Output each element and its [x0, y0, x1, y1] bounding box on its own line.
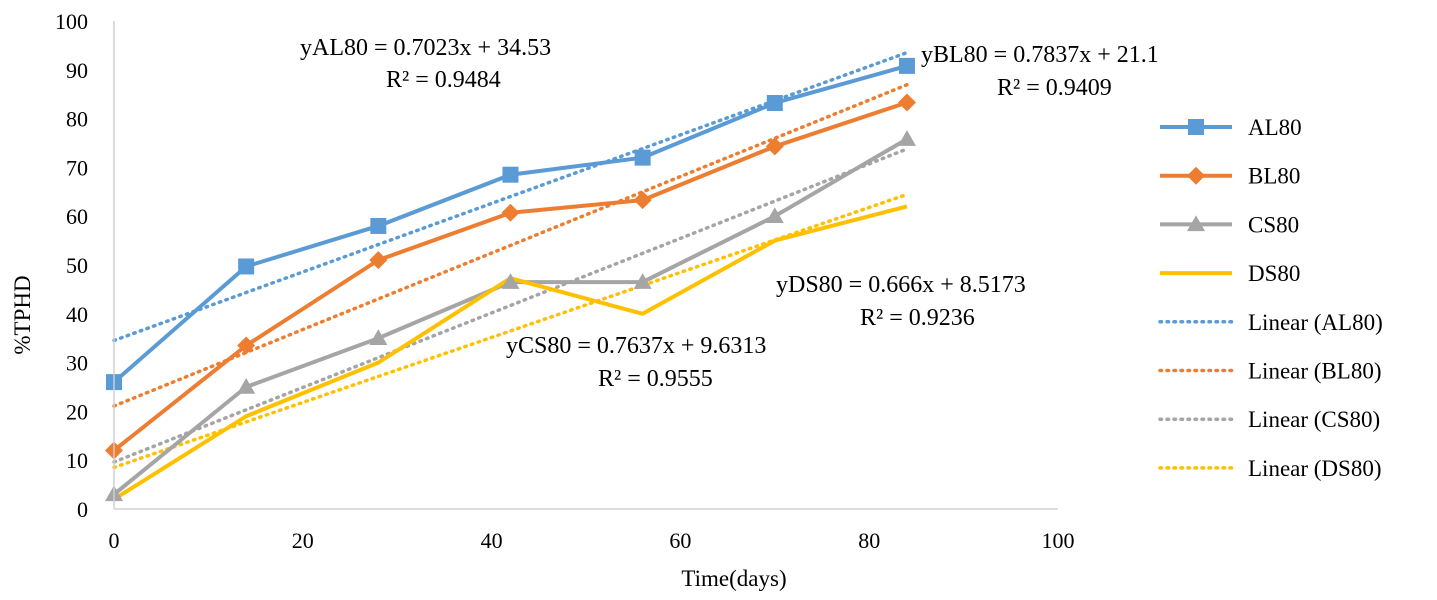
data-point-bl80	[501, 203, 520, 222]
legend-item-linear-ds80: Linear (DS80)	[1158, 456, 1382, 481]
legend-label: Linear (BL80)	[1248, 359, 1381, 384]
y-tick-label: 10	[66, 448, 88, 473]
data-point-cs80	[369, 329, 388, 345]
data-point-al80	[370, 217, 387, 234]
x-tick-label: 0	[109, 528, 120, 553]
x-axis-ticks: 0 20 40 60 80 100	[109, 528, 1075, 553]
y-tick-label: 70	[66, 155, 88, 180]
data-point-bl80	[237, 336, 256, 355]
x-tick-label: 40	[481, 528, 503, 553]
data-point-cs80	[765, 207, 784, 223]
legend-label: AL80	[1248, 115, 1302, 140]
legend-marker	[1187, 166, 1205, 185]
data-point-bl80	[765, 137, 784, 156]
y-tick-label: 100	[55, 9, 88, 34]
legend-item-linear-al80: Linear (AL80)	[1158, 310, 1383, 335]
y-axis-ticks: 0 10 20 30 40 50 60 70 80 90 100	[55, 9, 88, 522]
data-point-cs80	[501, 273, 520, 289]
legend-label: DS80	[1248, 261, 1300, 286]
equation-label-cs80: yCS80 = 0.7637x + 9.6313 R² = 0.9555	[506, 333, 766, 392]
equation-label-al80: yAL80 = 0.7023x + 34.53 R² = 0.9484	[300, 35, 551, 93]
y-tick-label: 80	[66, 107, 88, 132]
data-point-al80	[766, 94, 783, 111]
data-point-cs80	[237, 378, 256, 394]
legend-label: CS80	[1248, 212, 1299, 237]
legend-item-bl80: BL80	[1160, 164, 1300, 189]
r-squared-text: R² = 0.9484	[386, 67, 501, 93]
y-tick-label: 90	[66, 58, 88, 83]
legend-item-linear-cs80: Linear (CS80)	[1158, 407, 1380, 432]
equation-text: yCS80 = 0.7637x + 9.6313	[506, 333, 766, 359]
y-tick-label: 0	[77, 497, 88, 522]
y-tick-label: 50	[66, 253, 88, 278]
legend-label: Linear (DS80)	[1248, 456, 1382, 481]
x-tick-label: 100	[1042, 528, 1075, 553]
equation-text: yDS80 = 0.666x + 8.5173	[776, 272, 1026, 298]
legend-marker	[1188, 119, 1204, 135]
y-tick-label: 40	[66, 302, 88, 327]
data-point-bl80	[633, 191, 652, 210]
data-point-al80	[634, 149, 651, 166]
legend-item-ds80: DS80	[1160, 261, 1300, 286]
data-point-bl80	[897, 93, 916, 112]
legend-label: Linear (CS80)	[1248, 407, 1380, 432]
equation-text: yBL80 = 0.7837x + 21.1	[921, 42, 1159, 68]
x-tick-label: 60	[669, 528, 691, 553]
data-point-al80	[502, 166, 519, 183]
r-squared-text: R² = 0.9555	[598, 366, 713, 392]
data-point-al80	[238, 258, 255, 275]
legend-marker	[1187, 215, 1205, 232]
data-point-bl80	[369, 251, 388, 270]
legend-label: BL80	[1248, 164, 1300, 189]
trendlines	[112, 50, 909, 470]
y-tick-label: 30	[66, 351, 88, 376]
legend-label: Linear (AL80)	[1248, 310, 1383, 335]
legend-item-al80: AL80	[1160, 115, 1302, 140]
equation-label-ds80: yDS80 = 0.666x + 8.5173 R² = 0.9236	[776, 272, 1026, 331]
y-tick-label: 60	[66, 204, 88, 229]
r-squared-text: R² = 0.9409	[997, 75, 1112, 101]
legend-item-cs80: CS80	[1160, 212, 1299, 237]
r-squared-text: R² = 0.9236	[860, 305, 975, 331]
plot-area	[105, 50, 916, 502]
y-axis-title: %TPHD	[10, 275, 35, 354]
equation-label-bl80: yBL80 = 0.7837x + 21.1 R² = 0.9409	[921, 42, 1159, 101]
series-markers	[105, 57, 916, 502]
y-tick-label: 20	[66, 399, 88, 424]
trendline-linear-cs80	[112, 147, 909, 464]
x-axis-title: Time(days)	[681, 566, 786, 591]
data-point-al80	[898, 57, 915, 74]
data-point-cs80	[633, 273, 652, 289]
legend: AL80 BL80 CS80 DS80 Linear (AL80) Linear (BL8…	[1158, 115, 1383, 481]
equation-text: yAL80 = 0.7023x + 34.53	[300, 35, 551, 61]
series-line-cs80	[112, 137, 908, 496]
x-tick-label: 80	[858, 528, 880, 553]
x-tick-label: 20	[292, 528, 314, 553]
data-point-cs80	[897, 130, 916, 146]
legend-item-linear-bl80: Linear (BL80)	[1158, 359, 1381, 384]
